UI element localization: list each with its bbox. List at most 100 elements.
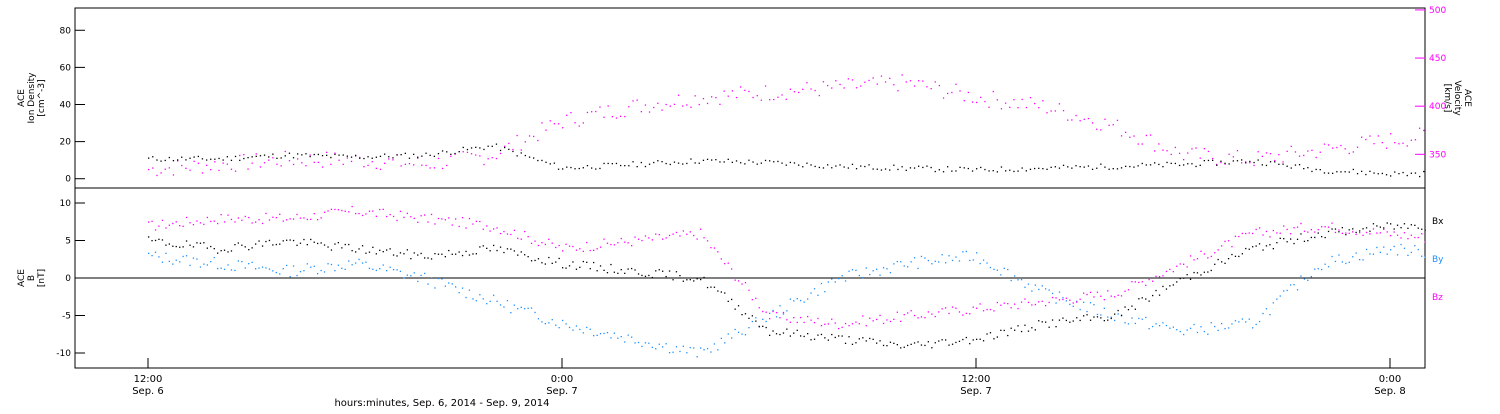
by-point: [230, 269, 233, 271]
bx-point: [1072, 320, 1074, 322]
velocity-point: [1125, 131, 1127, 133]
velocity-point: [992, 90, 994, 93]
bz-point: [662, 238, 664, 240]
bx-point: [617, 272, 619, 274]
velocity-point: [425, 164, 427, 167]
bx-point: [199, 242, 202, 244]
velocity-point: [206, 164, 208, 166]
velocity-point: [346, 157, 348, 159]
velocity-point: [959, 90, 961, 92]
velocity-point: [818, 94, 820, 97]
bx-point: [203, 242, 205, 244]
bz-point: [368, 210, 371, 212]
by-point: [727, 333, 729, 335]
bz-point: [558, 244, 560, 247]
bx-point: [703, 276, 705, 279]
bx-point: [1076, 317, 1078, 319]
bx-point: [920, 344, 923, 346]
density-point: [1195, 165, 1197, 168]
density-point: [889, 169, 891, 171]
density-point: [454, 152, 456, 155]
bx-point: [810, 339, 812, 341]
by-point: [651, 346, 653, 348]
bx-point: [724, 292, 726, 294]
velocity-point: [1112, 124, 1114, 126]
bz-point: [769, 318, 771, 320]
by-point: [289, 276, 291, 278]
by-point: [517, 308, 519, 310]
density-point: [773, 161, 775, 163]
velocity-point: [1174, 146, 1176, 149]
bz-point: [713, 247, 716, 249]
bx-point: [706, 286, 709, 289]
bx-point: [1007, 334, 1009, 337]
velocity-point: [334, 152, 336, 154]
bx-point: [430, 258, 433, 260]
bz-point: [668, 234, 671, 237]
bx-point: [1258, 243, 1261, 245]
by-point: [444, 285, 446, 287]
velocity-point: [636, 99, 638, 101]
velocity-point: [793, 91, 796, 93]
density-point: [1133, 166, 1135, 168]
velocity-point: [309, 154, 311, 156]
density-point: [528, 156, 531, 158]
velocity-point: [284, 150, 286, 153]
bz-point: [1186, 266, 1188, 268]
density-point: [1154, 162, 1156, 164]
by-point: [1300, 275, 1302, 277]
bx-point: [1410, 224, 1412, 226]
velocity-point: [1166, 150, 1168, 152]
bx-point: [651, 276, 653, 279]
by-point: [796, 298, 798, 300]
by-point: [299, 271, 302, 273]
velocity-point: [437, 157, 440, 160]
by-point: [672, 351, 674, 353]
bz-point: [775, 312, 778, 314]
bx-point: [751, 315, 753, 317]
bz-point: [789, 321, 791, 323]
by-point: [810, 292, 812, 294]
velocity-point: [1253, 164, 1255, 167]
density-point: [628, 165, 630, 167]
by-point: [1321, 268, 1323, 271]
by-point: [1210, 322, 1212, 324]
bz-point: [486, 225, 488, 227]
density-point: [1290, 167, 1292, 169]
bz-point: [945, 307, 947, 309]
bx-point: [158, 238, 160, 240]
bx-point: [296, 244, 298, 246]
bx-point: [976, 338, 978, 340]
velocity-point: [595, 110, 597, 113]
velocity-point: [934, 81, 936, 83]
by-point: [241, 261, 243, 263]
bz-point: [1141, 281, 1143, 283]
bx-point: [496, 249, 498, 252]
by-point: [537, 318, 540, 320]
density-point: [392, 157, 394, 159]
bx-point: [1024, 324, 1026, 326]
bx-point: [417, 254, 419, 256]
density-point: [855, 168, 858, 170]
density-point: [1236, 160, 1239, 162]
by-point: [375, 269, 377, 272]
bx-point: [562, 267, 564, 269]
bz-point: [869, 317, 871, 319]
bz-point: [1403, 232, 1406, 234]
by-point: [1369, 253, 1371, 255]
bz-point: [455, 218, 457, 220]
bx-point: [286, 239, 288, 241]
by-point: [969, 259, 971, 262]
bz-point: [572, 245, 574, 248]
by-point: [496, 300, 498, 302]
velocity-point: [1290, 145, 1292, 147]
by-point: [458, 292, 460, 294]
density-point: [487, 145, 489, 147]
by-point: [1417, 248, 1419, 251]
bx-point: [634, 269, 636, 271]
by-point: [420, 274, 422, 277]
by-point: [348, 260, 350, 262]
density-point: [330, 156, 332, 159]
velocity-point: [330, 163, 332, 165]
bx-point: [641, 274, 643, 277]
